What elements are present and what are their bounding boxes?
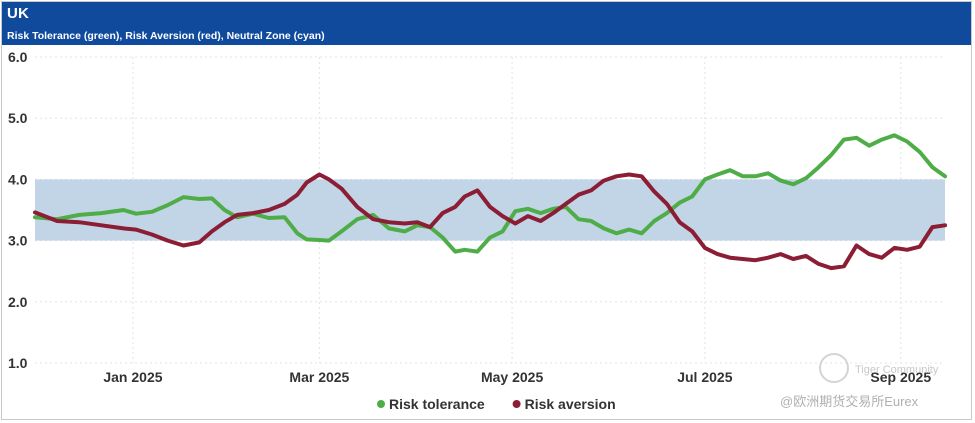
neutral-zone-band <box>35 179 945 241</box>
series-lines <box>33 133 947 271</box>
watermark-logo-icon <box>819 353 849 383</box>
chart-subtitle: Risk Tolerance (green), Risk Aversion (r… <box>7 30 325 42</box>
watermark-line2: @欧洲期货交易所Eurex <box>780 394 919 409</box>
y-tick-label: 1.0 <box>8 355 28 371</box>
chart-title: UK <box>7 5 30 22</box>
watermark: Tiger Community @欧洲期货交易所Eurex <box>780 353 939 409</box>
x-tick-label: May 2025 <box>481 369 543 385</box>
x-axis: Jan 2025 Mar 2025 May 2025 Jul 2025 Sep 2025 <box>103 369 931 385</box>
x-tick-label: Jul 2025 <box>677 369 732 385</box>
y-axis: 1.0 2.0 3.0 4.0 5.0 6.0 <box>8 49 28 371</box>
legend-label: Risk tolerance <box>389 396 485 412</box>
legend: Risk tolerance Risk aversion <box>377 396 616 412</box>
y-tick-label: 2.0 <box>8 294 28 310</box>
chart-header: UK Risk Tolerance (green), Risk Aversion… <box>2 2 971 45</box>
legend-marker <box>512 400 521 408</box>
x-tick-label: Sep 2025 <box>870 369 931 385</box>
legend-label: Risk aversion <box>525 396 616 412</box>
series-line-risk-tolerance <box>33 133 947 254</box>
watermark-line1: Tiger Community <box>855 364 939 376</box>
legend-marker <box>377 400 385 408</box>
y-tick-label: 6.0 <box>8 49 28 65</box>
series-line-risk-aversion <box>33 172 947 271</box>
x-tick-label: Mar 2025 <box>289 369 349 385</box>
y-tick-label: 3.0 <box>8 233 28 249</box>
y-tick-label: 4.0 <box>8 171 28 187</box>
y-tick-label: 5.0 <box>8 110 28 126</box>
x-tick-label: Jan 2025 <box>103 369 162 385</box>
